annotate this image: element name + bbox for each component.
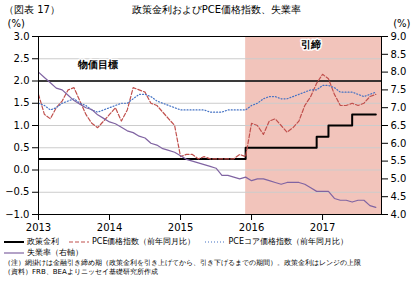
- svg-text:2015: 2015: [168, 222, 193, 233]
- svg-text:−1.0: −1.0: [5, 209, 29, 220]
- svg-text:−0.5: −0.5: [5, 186, 29, 197]
- svg-text:3.0: 3.0: [14, 31, 30, 42]
- svg-text:1.5: 1.5: [14, 97, 30, 108]
- svg-text:0.5: 0.5: [14, 142, 30, 153]
- svg-text:7.0: 7.0: [391, 102, 407, 113]
- svg-text:2.5: 2.5: [14, 53, 30, 64]
- svg-text:8.0: 8.0: [391, 66, 407, 77]
- svg-text:0.0: 0.0: [14, 164, 30, 175]
- svg-text:4.0: 4.0: [391, 209, 407, 220]
- svg-text:2017: 2017: [310, 222, 335, 233]
- svg-text:(%): (%): [8, 18, 25, 29]
- svg-text:物価目標: 物価目標: [77, 59, 118, 70]
- html-text:（図表 17）: （図表 17）: [4, 4, 60, 15]
- svg-text:5.0: 5.0: [391, 173, 407, 184]
- svg-text:9.0: 9.0: [391, 31, 407, 42]
- svg-text:2013: 2013: [26, 222, 51, 233]
- svg-text:2016: 2016: [239, 222, 264, 233]
- svg-text:(%): (%): [393, 18, 410, 29]
- html-text:PCE価格指数（前年同月比）: PCE価格指数（前年同月比）: [92, 237, 196, 246]
- svg-text:2.0: 2.0: [14, 75, 30, 86]
- svg-text:6.0: 6.0: [391, 138, 407, 149]
- svg-text:引締: 引締: [301, 39, 321, 50]
- svg-text:8.5: 8.5: [391, 49, 407, 60]
- svg-text:1.0: 1.0: [14, 120, 30, 131]
- html-text:失業率（右軸）: 失業率（右軸）: [27, 248, 83, 257]
- svg-text:7.5: 7.5: [391, 84, 407, 95]
- svg-text:5.5: 5.5: [391, 155, 407, 166]
- html-text:政策金利およびPCE価格指数、失業率: 政策金利およびPCE価格指数、失業率: [131, 4, 302, 15]
- html-text:PCEコア価格指数（前年同月比）: PCEコア価格指数（前年同月比）: [228, 237, 348, 246]
- svg-text:6.5: 6.5: [391, 120, 407, 131]
- svg-text:4.5: 4.5: [391, 191, 407, 202]
- html-text:政策金利: 政策金利: [27, 237, 59, 246]
- html-text:（資料）FRB、BEAよりニッセイ基礎研究所作成: （資料）FRB、BEAよりニッセイ基礎研究所作成: [4, 267, 158, 276]
- svg-text:2014: 2014: [97, 222, 122, 233]
- html-text:（注）網掛けは金融引き締め期（政策金利を引き上げてから、引き: （注）網掛けは金融引き締め期（政策金利を引き上げてから、引き下げるまでの期間）。…: [4, 259, 361, 267]
